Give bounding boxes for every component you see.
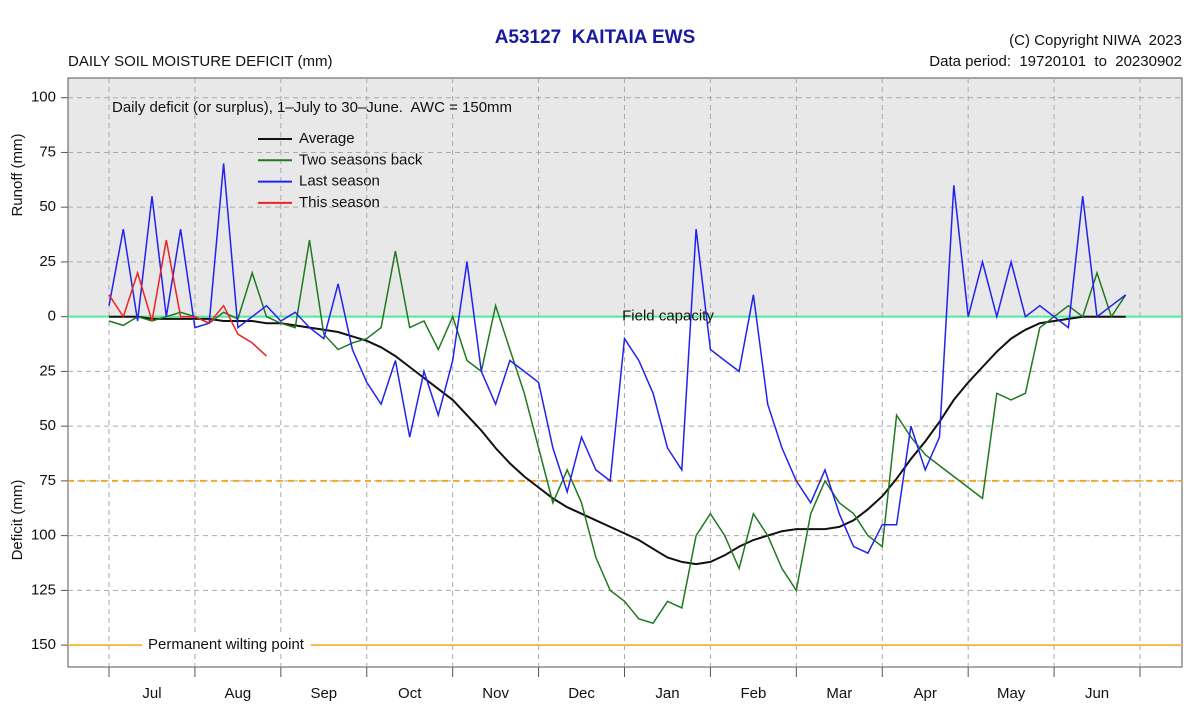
- y-tick-label: 125: [31, 581, 56, 598]
- x-tick-label: Mar: [826, 685, 852, 702]
- x-tick-label: Dec: [568, 685, 595, 702]
- x-tick-label: Oct: [398, 685, 422, 702]
- copyright: (C) Copyright NIWA 2023: [1009, 32, 1182, 49]
- x-tick-label: Nov: [482, 685, 509, 702]
- data-period: Data period: 19720101 to 20230902: [929, 53, 1182, 70]
- legend-label: Average: [299, 130, 355, 147]
- x-tick-label: Feb: [740, 685, 766, 702]
- x-tick-label: Jul: [142, 685, 161, 702]
- y-tick-label: 150: [31, 636, 56, 653]
- y-tick-label: 100: [31, 527, 56, 544]
- reference-label: Field capacity: [622, 308, 714, 325]
- chart-subtitle: DAILY SOIL MOISTURE DEFICIT (mm): [68, 53, 332, 70]
- y-tick-label: 25: [39, 253, 56, 270]
- series-line: [109, 315, 1126, 566]
- series-line: [108, 163, 1127, 555]
- legend-label: Last season: [299, 173, 380, 190]
- y-tick-label: 75: [39, 143, 56, 160]
- series-line: [108, 239, 1127, 625]
- x-tick-label: May: [997, 685, 1026, 702]
- y-tick-label: 25: [39, 362, 56, 379]
- chart-title: A53127 KAITAIA EWS: [495, 27, 696, 48]
- x-tick-label: Aug: [225, 685, 252, 702]
- x-tick-label: Jan: [655, 685, 679, 702]
- y-tick-label: 100: [31, 89, 56, 106]
- y-axis-label: Runoff (mm): [9, 133, 26, 216]
- annotation: Daily deficit (or surplus), 1–July to 30…: [112, 99, 512, 116]
- legend-label: Two seasons back: [299, 151, 423, 168]
- y-tick-label: 75: [39, 472, 56, 489]
- y-tick-label: 0: [48, 308, 56, 325]
- legend-label: This season: [299, 194, 380, 211]
- x-tick-label: Jun: [1085, 685, 1109, 702]
- y-tick-label: 50: [39, 198, 56, 215]
- y-axis-label: Deficit (mm): [9, 480, 26, 561]
- series-line: [108, 239, 268, 357]
- x-tick-label: Apr: [914, 685, 937, 702]
- x-tick-label: Sep: [310, 685, 337, 702]
- y-tick-label: 50: [39, 417, 56, 434]
- reference-label-bg: [142, 636, 311, 654]
- reference-label: Permanent wilting point: [148, 636, 305, 653]
